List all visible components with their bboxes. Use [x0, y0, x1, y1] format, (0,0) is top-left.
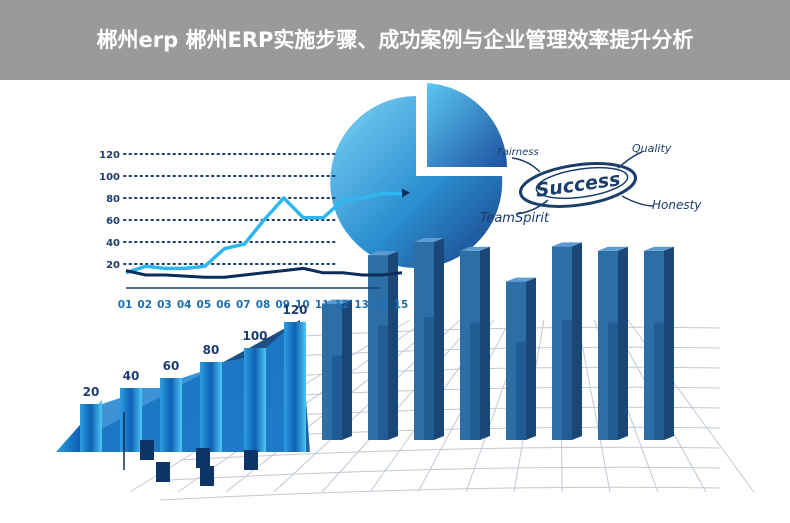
bar-top-5: [506, 277, 536, 282]
stair-step-4: [200, 362, 222, 452]
stair-step-5: [244, 348, 266, 452]
stair-cube-4: [200, 466, 214, 486]
word-quality: Quality: [632, 142, 672, 155]
bar-side-4: [480, 246, 490, 440]
stair-step-6: [284, 322, 306, 452]
stair-label-2: 40: [123, 369, 140, 383]
stair-ramp-3: [142, 388, 160, 452]
stair-step-2: [120, 388, 142, 452]
y-tick-label: 60: [106, 216, 120, 227]
bar-side-6: [572, 242, 582, 440]
stair-label-5: 100: [242, 329, 267, 343]
x-tick-label: 09: [275, 299, 290, 311]
bar-step-1: [332, 355, 342, 440]
y-tick-label: 80: [106, 194, 120, 205]
values-word-art: Success Fairness Quality Honesty TeamSpi…: [480, 142, 702, 226]
bar-step-8: [654, 322, 664, 440]
x-tick-label: 06: [216, 299, 231, 311]
bar-group: [322, 238, 674, 440]
stair-cube-1: [140, 440, 154, 460]
word-fairness: Fairness: [497, 147, 539, 158]
y-tick-label: 120: [99, 150, 120, 161]
bar-step-6: [562, 319, 572, 440]
stair-label-3: 60: [163, 359, 180, 373]
arrow-fairness: [511, 157, 541, 173]
stair-label-6: 120: [282, 303, 307, 317]
pie-body: [330, 96, 503, 268]
x-tick-label: 14: [374, 299, 389, 311]
x-tick-label: 07: [236, 299, 251, 311]
bar-side-5: [526, 277, 536, 440]
word-teamspirit: TeamSpirit: [480, 211, 550, 226]
title-banner: 郴州erp 郴州ERP实施步骤、成功案例与企业管理效率提升分析: [0, 0, 790, 80]
stair-ramp-5: [222, 358, 244, 452]
x-tick-label: 15: [394, 299, 409, 311]
success-swirl: [518, 162, 638, 208]
x-tick-label: 10: [295, 299, 310, 311]
line-chart: 120 100 80 60 40 20 01 02 03 04 05 06 07 08 09 10 11 12 13…: [99, 150, 410, 311]
bar-side-3: [434, 238, 444, 440]
bar-step-2: [378, 325, 388, 440]
success-swirl-inner: [535, 166, 629, 200]
y-tick-label: 100: [99, 172, 120, 183]
pie-slice: [425, 80, 510, 169]
bar-top-4: [460, 246, 490, 251]
bar-step-7: [608, 322, 618, 440]
stair-cube-5: [244, 450, 258, 470]
x-tick-label: 12: [335, 299, 350, 311]
stair-ramp-6: [266, 332, 284, 452]
stair-label-4: 80: [203, 343, 220, 357]
bar-top-6: [552, 242, 582, 247]
series-light-line: [125, 191, 402, 275]
bar-side-1: [342, 299, 352, 440]
y-tick-label: 40: [106, 238, 120, 249]
stair-ramp-2: [102, 398, 120, 452]
series-light-arrowhead: [402, 188, 410, 198]
x-tick-label: 05: [197, 299, 212, 311]
bar-step-4: [470, 322, 480, 440]
series-dark-line: [125, 266, 403, 279]
bar-side-7: [618, 246, 628, 440]
x-tick-label: 11: [315, 299, 330, 311]
pie-chart: [330, 80, 510, 268]
stair-label-1: 20: [83, 385, 100, 399]
stair-cube-3: [196, 448, 210, 468]
x-tick-label: 02: [137, 299, 152, 311]
stair-ramp-4: [182, 372, 200, 452]
bar-top-8: [644, 246, 674, 251]
stair-chart: 20 40 60 80 100 120: [56, 303, 310, 486]
stair-cube-2: [156, 462, 170, 482]
page-title: 郴州erp 郴州ERP实施步骤、成功案例与企业管理效率提升分析: [96, 27, 694, 52]
bar-top-1: [322, 299, 352, 304]
x-tick-label: 13: [354, 299, 369, 311]
arrow-teamspirit: [515, 199, 549, 215]
bar-top-7: [598, 246, 628, 251]
bar-step-3: [424, 317, 434, 440]
bar-side-8: [664, 246, 674, 440]
x-tick-label: 01: [118, 299, 133, 311]
x-tick-label: 03: [157, 299, 172, 311]
bar-side-2: [388, 251, 398, 440]
bar-top-3: [414, 238, 444, 242]
x-tick-label: 04: [177, 299, 192, 311]
x-tick-label: 08: [256, 299, 271, 311]
y-tick-label: 20: [106, 260, 120, 271]
arrow-quality: [617, 151, 643, 169]
word-honesty: Honesty: [652, 198, 702, 212]
bar-top-2: [368, 251, 398, 256]
stair-step-3: [160, 378, 182, 452]
arrow-honesty: [621, 195, 655, 207]
bar-step-5: [516, 341, 526, 440]
stair-step-1: [80, 404, 102, 452]
